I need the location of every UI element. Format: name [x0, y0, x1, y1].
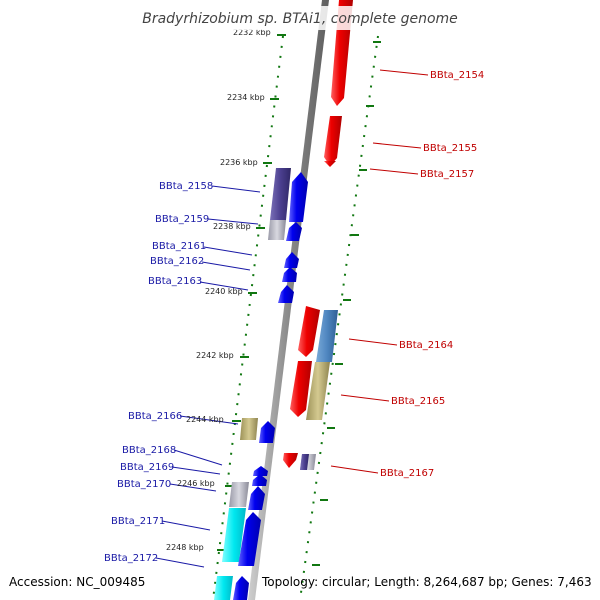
kbp-label: 2244 kbp [186, 415, 224, 424]
gene-features-right [283, 0, 353, 470]
topology-text: Topology: circular; Length: 8,264,687 bp… [261, 575, 592, 589]
gene-bbta-2164-b[interactable] [316, 310, 338, 362]
gene-bbta-2165-a[interactable] [290, 361, 312, 417]
leader-line [207, 218, 259, 225]
gene-label[interactable]: BBta_2154 [430, 70, 484, 81]
gene-bbta-2157[interactable] [324, 161, 336, 167]
leader-line [179, 415, 239, 425]
page-title: Bradyrhizobium sp. BTAi1, complete genom… [142, 11, 458, 27]
gene-bbta-2170-a[interactable] [229, 482, 249, 507]
gene-bbta-2165-b[interactable] [306, 362, 330, 420]
gene-label[interactable]: BBta_2168 [122, 445, 176, 456]
gene-bbta-2172-b[interactable] [233, 576, 249, 600]
gene-bbta-2166-b[interactable] [259, 421, 275, 443]
gene-bbta-2162[interactable] [282, 267, 297, 282]
kbp-label: 2234 kbp [227, 93, 265, 102]
gene-bbta-2167-a[interactable] [283, 453, 298, 468]
leader-line [369, 168, 419, 175]
leader-line [171, 466, 221, 475]
kbp-label: 2242 kbp [196, 351, 234, 360]
leader-line [169, 483, 217, 492]
gene-label[interactable]: BBta_2169 [120, 462, 174, 473]
kbp-label: 2240 kbp [205, 287, 243, 296]
right-gene-labels: BBta_2154 BBta_2155 BBta_2157 BBta_2164 … [380, 70, 484, 479]
gene-label[interactable]: BBta_2159 [155, 214, 209, 225]
left-leader-lines [155, 185, 261, 568]
gene-features-left [214, 168, 308, 600]
gene-label[interactable]: BBta_2170 [117, 479, 171, 490]
right-leader-lines [330, 69, 429, 474]
accession-text: Accession: NC_009485 [9, 575, 145, 589]
kbp-ticks [217, 34, 381, 566]
gene-bbta-2155[interactable] [324, 116, 342, 166]
gene-bbta-2171-a[interactable] [222, 508, 246, 562]
gene-bbta-2163[interactable] [278, 285, 294, 303]
gene-label[interactable]: BBta_2172 [104, 553, 158, 564]
gene-bbta-2171-b[interactable] [238, 512, 261, 566]
gene-label[interactable]: BBta_2166 [128, 411, 182, 422]
leader-line [379, 69, 429, 76]
gene-label[interactable]: BBta_2155 [423, 143, 477, 154]
leader-line [340, 394, 390, 402]
gene-bbta-2170-b[interactable] [248, 486, 265, 510]
kbp-labels: 2232 kbp 2234 kbp 2236 kbp 2238 kbp 2240… [166, 28, 271, 552]
leader-line [348, 338, 398, 346]
gene-bbta-2158-a[interactable] [270, 168, 291, 220]
gene-label[interactable]: BBta_2158 [159, 181, 213, 192]
gene-bbta-2169[interactable] [252, 474, 267, 486]
leader-line [201, 261, 251, 271]
gene-bbta-2172-a[interactable] [214, 576, 233, 600]
gene-label[interactable]: BBta_2167 [380, 468, 434, 479]
gene-bbta-2168[interactable] [253, 466, 268, 476]
leader-line [330, 465, 379, 474]
leader-line [161, 520, 211, 531]
kbp-label: 2236 kbp [220, 158, 258, 167]
leader-line [211, 185, 261, 193]
leader-line [173, 449, 223, 466]
kbp-label: 2246 kbp [177, 479, 215, 488]
gene-bbta-2159-a[interactable] [268, 220, 286, 240]
gene-bbta-2167-c[interactable] [300, 454, 309, 470]
left-gene-labels: BBta_2158 BBta_2159 BBta_2161 BBta_2162 … [104, 181, 213, 564]
gene-label[interactable]: BBta_2171 [111, 516, 165, 527]
gene-label[interactable]: BBta_2162 [150, 256, 204, 267]
gene-label[interactable]: BBta_2164 [399, 340, 453, 351]
gene-label[interactable]: BBta_2165 [391, 396, 445, 407]
left-dotted-guide [212, 35, 284, 600]
gene-bbta-2158-b[interactable] [289, 172, 308, 222]
gene-bbta-2164-a[interactable] [298, 306, 320, 357]
gene-bbta-2161[interactable] [284, 252, 299, 268]
title-background [140, 6, 460, 30]
leader-line [203, 246, 253, 256]
leader-line [199, 281, 249, 291]
gene-bbta-2159-b[interactable] [286, 222, 302, 241]
leader-line [155, 557, 205, 568]
leader-line [372, 142, 422, 149]
gene-label[interactable]: BBta_2157 [420, 169, 474, 180]
kbp-label: 2238 kbp [213, 222, 251, 231]
gene-label[interactable]: BBta_2161 [152, 241, 206, 252]
gene-label[interactable]: BBta_2163 [148, 276, 202, 287]
gene-bbta-2166-a[interactable] [240, 418, 258, 440]
kbp-label: 2248 kbp [166, 543, 204, 552]
kbp-label: 2232 kbp [233, 28, 271, 37]
